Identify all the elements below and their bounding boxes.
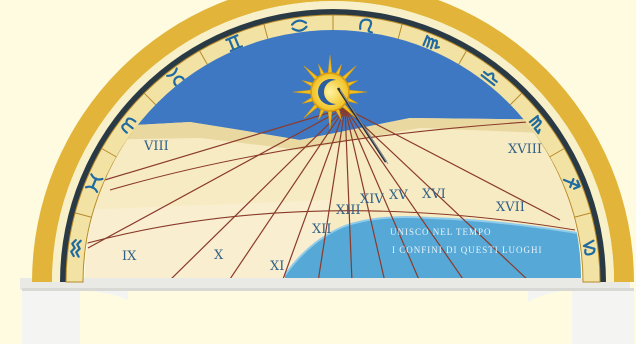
capricorn-icon [582, 239, 596, 256]
hour-lines [87, 107, 561, 278]
hour-line [317, 107, 346, 278]
gnomon [336, 87, 388, 163]
hour-line [167, 107, 346, 278]
zodiac-divider [74, 212, 92, 218]
zodiac-glyphs [70, 18, 596, 258]
sagittarius-icon [562, 178, 581, 190]
hour-line [227, 107, 346, 278]
gemini-icon [225, 34, 244, 53]
hour-line [344, 107, 386, 278]
hour-numeral-xv: XV [389, 188, 408, 203]
zodiac-divider [199, 50, 209, 66]
zodiac-divider [509, 92, 523, 106]
scorpio-icon [528, 114, 542, 135]
virgo-icon [422, 34, 441, 50]
hour-numeral-xiii: XIII [336, 203, 361, 218]
sea [285, 217, 581, 278]
hour-numeral-xii: XII [312, 222, 332, 237]
libra-icon [480, 70, 498, 87]
hour-numeral-x: X [214, 248, 224, 263]
hour-numeral-ix: IX [122, 249, 137, 264]
zodiac-divider [143, 92, 157, 106]
hour-numeral-xviii: XVIII [508, 142, 542, 157]
hour-line [344, 107, 353, 278]
hour-numeral-viii: VIII [143, 139, 169, 154]
zodiac-divider [263, 23, 269, 41]
zodiac-divider [397, 23, 403, 41]
zodiac-divider [549, 148, 565, 158]
zodiac-divider [574, 212, 592, 218]
leo-icon [359, 18, 373, 34]
hour-line [344, 107, 561, 221]
hour-line [87, 107, 346, 249]
hour-numeral-xvii: XVII [496, 200, 525, 215]
sun-icon [292, 54, 368, 130]
hour-line [87, 107, 346, 186]
pisces-icon [84, 173, 104, 193]
aries-icon [121, 117, 137, 134]
stone-base [20, 278, 634, 344]
hour-numeral-xiv: XIV [360, 192, 384, 207]
date-curve-lower [85, 210, 576, 246]
zodiac-divider [101, 148, 117, 158]
hour-numeral-xi: XI [270, 259, 284, 274]
hour-line [344, 107, 466, 278]
hour-line [344, 107, 421, 278]
hour-numeral-xvi: XVI [422, 187, 446, 202]
zodiac-divider [457, 50, 467, 66]
aquarius-icon [70, 239, 82, 258]
zodiac-dividers [66, 15, 600, 283]
hour-line [281, 107, 346, 278]
cancer-icon [290, 19, 308, 32]
motto-line-1: UNISCO NEL TEMPO [390, 227, 492, 237]
motto-line-2: I CONFINI DI QUESTI LUOGHI [392, 245, 542, 255]
date-curve-upper [109, 119, 561, 191]
